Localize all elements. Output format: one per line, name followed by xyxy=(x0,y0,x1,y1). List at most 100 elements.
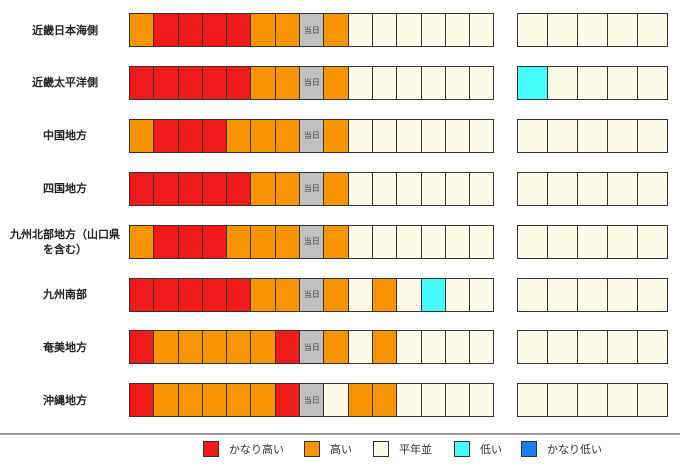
forecast-cell xyxy=(323,13,349,47)
forecast-cell xyxy=(129,224,155,259)
forecast-cell xyxy=(323,65,349,100)
forecast-cell xyxy=(371,65,398,100)
forecast-cell xyxy=(177,277,203,312)
forecast-cell xyxy=(129,13,155,47)
forecast-cell xyxy=(153,65,179,100)
forecast-cell xyxy=(347,277,373,312)
region-label: 中国地方 xyxy=(43,129,87,143)
forecast-cell xyxy=(469,277,495,312)
forecast-cell xyxy=(469,224,495,259)
forecast-cell xyxy=(347,330,373,365)
forecast-cell xyxy=(637,13,668,47)
forecast-cell xyxy=(607,118,638,153)
forecast-cell xyxy=(153,13,179,47)
forecast-cell xyxy=(274,171,301,206)
forecast-cell xyxy=(226,118,252,153)
forecast-cell xyxy=(274,277,301,312)
forecast-cell xyxy=(129,118,155,153)
period-row: 当日 xyxy=(129,277,495,312)
forecast-cell xyxy=(517,383,548,418)
forecast-cell xyxy=(250,171,276,206)
forecast-cell xyxy=(577,383,608,418)
extended-period-row xyxy=(517,224,668,259)
legend-item: 高い xyxy=(304,441,352,457)
forecast-cell xyxy=(607,13,638,47)
extended-period-row xyxy=(517,277,668,312)
period-row: 当日 xyxy=(129,65,495,100)
legend-swatch xyxy=(521,441,537,457)
forecast-cell xyxy=(637,330,668,365)
forecast-cell xyxy=(153,118,179,153)
forecast-cell xyxy=(420,65,446,100)
forecast-cell xyxy=(371,383,398,418)
forecast-cell xyxy=(469,383,495,418)
forecast-cell xyxy=(420,383,446,418)
forecast-cell xyxy=(347,13,373,47)
forecast-cell xyxy=(177,118,203,153)
forecast-cell xyxy=(517,171,548,206)
forecast-cell xyxy=(420,224,446,259)
forecast-cell xyxy=(371,118,398,153)
period-row: 当日 xyxy=(129,171,495,206)
forecast-cell xyxy=(547,13,578,47)
forecast-cell xyxy=(201,171,228,206)
forecast-cell xyxy=(201,383,228,418)
today-cell: 当日 xyxy=(299,224,325,259)
forecast-cell xyxy=(201,65,228,100)
forecast-cell xyxy=(396,330,422,365)
legend-label: かなり高い xyxy=(229,443,284,456)
forecast-cell xyxy=(517,277,548,312)
forecast-cell xyxy=(153,171,179,206)
forecast-cell xyxy=(396,118,422,153)
forecast-cell xyxy=(577,171,608,206)
today-cell: 当日 xyxy=(299,383,325,418)
legend-item: 低い xyxy=(454,441,502,457)
period-row: 当日 xyxy=(129,13,495,47)
forecast-cell xyxy=(637,383,668,418)
forecast-cell xyxy=(577,224,608,259)
forecast-cell xyxy=(347,224,373,259)
forecast-cell xyxy=(607,330,638,365)
forecast-cell xyxy=(274,65,301,100)
period-row: 当日 xyxy=(129,330,495,365)
forecast-cell xyxy=(201,118,228,153)
forecast-cell xyxy=(637,277,668,312)
forecast-cell xyxy=(547,118,578,153)
forecast-cell xyxy=(517,118,548,153)
forecast-cell xyxy=(129,277,155,312)
forecast-cell xyxy=(637,171,668,206)
forecast-cell xyxy=(347,171,373,206)
forecast-cell xyxy=(250,65,276,100)
forecast-cell xyxy=(177,171,203,206)
forecast-cell xyxy=(637,224,668,259)
forecast-cell xyxy=(547,65,578,100)
today-cell: 当日 xyxy=(299,65,325,100)
legend-swatch xyxy=(373,441,389,457)
legend-item: かなり低い xyxy=(521,441,602,457)
region-label: 奄美地方 xyxy=(43,340,87,354)
extended-period-row xyxy=(517,171,668,206)
forecast-cell xyxy=(129,330,155,365)
extended-period-row xyxy=(517,330,668,365)
today-cell: 当日 xyxy=(299,171,325,206)
forecast-cell xyxy=(129,171,155,206)
forecast-cell xyxy=(274,224,301,259)
forecast-cell xyxy=(153,383,179,418)
region-label: 沖縄地方 xyxy=(43,393,87,407)
forecast-cell xyxy=(347,118,373,153)
legend-item: かなり高い xyxy=(203,441,284,457)
forecast-cell xyxy=(637,65,668,100)
forecast-cell xyxy=(250,277,276,312)
forecast-cell xyxy=(129,65,155,100)
forecast-cell xyxy=(201,330,228,365)
forecast-cell xyxy=(323,383,349,418)
forecast-cell xyxy=(396,277,422,312)
legend-swatch xyxy=(203,441,219,457)
legend-label: 低い xyxy=(480,443,502,456)
forecast-cell xyxy=(226,13,252,47)
forecast-cell xyxy=(323,118,349,153)
forecast-cell xyxy=(444,383,471,418)
forecast-cell xyxy=(274,118,301,153)
forecast-cell xyxy=(153,224,179,259)
forecast-cell xyxy=(177,330,203,365)
